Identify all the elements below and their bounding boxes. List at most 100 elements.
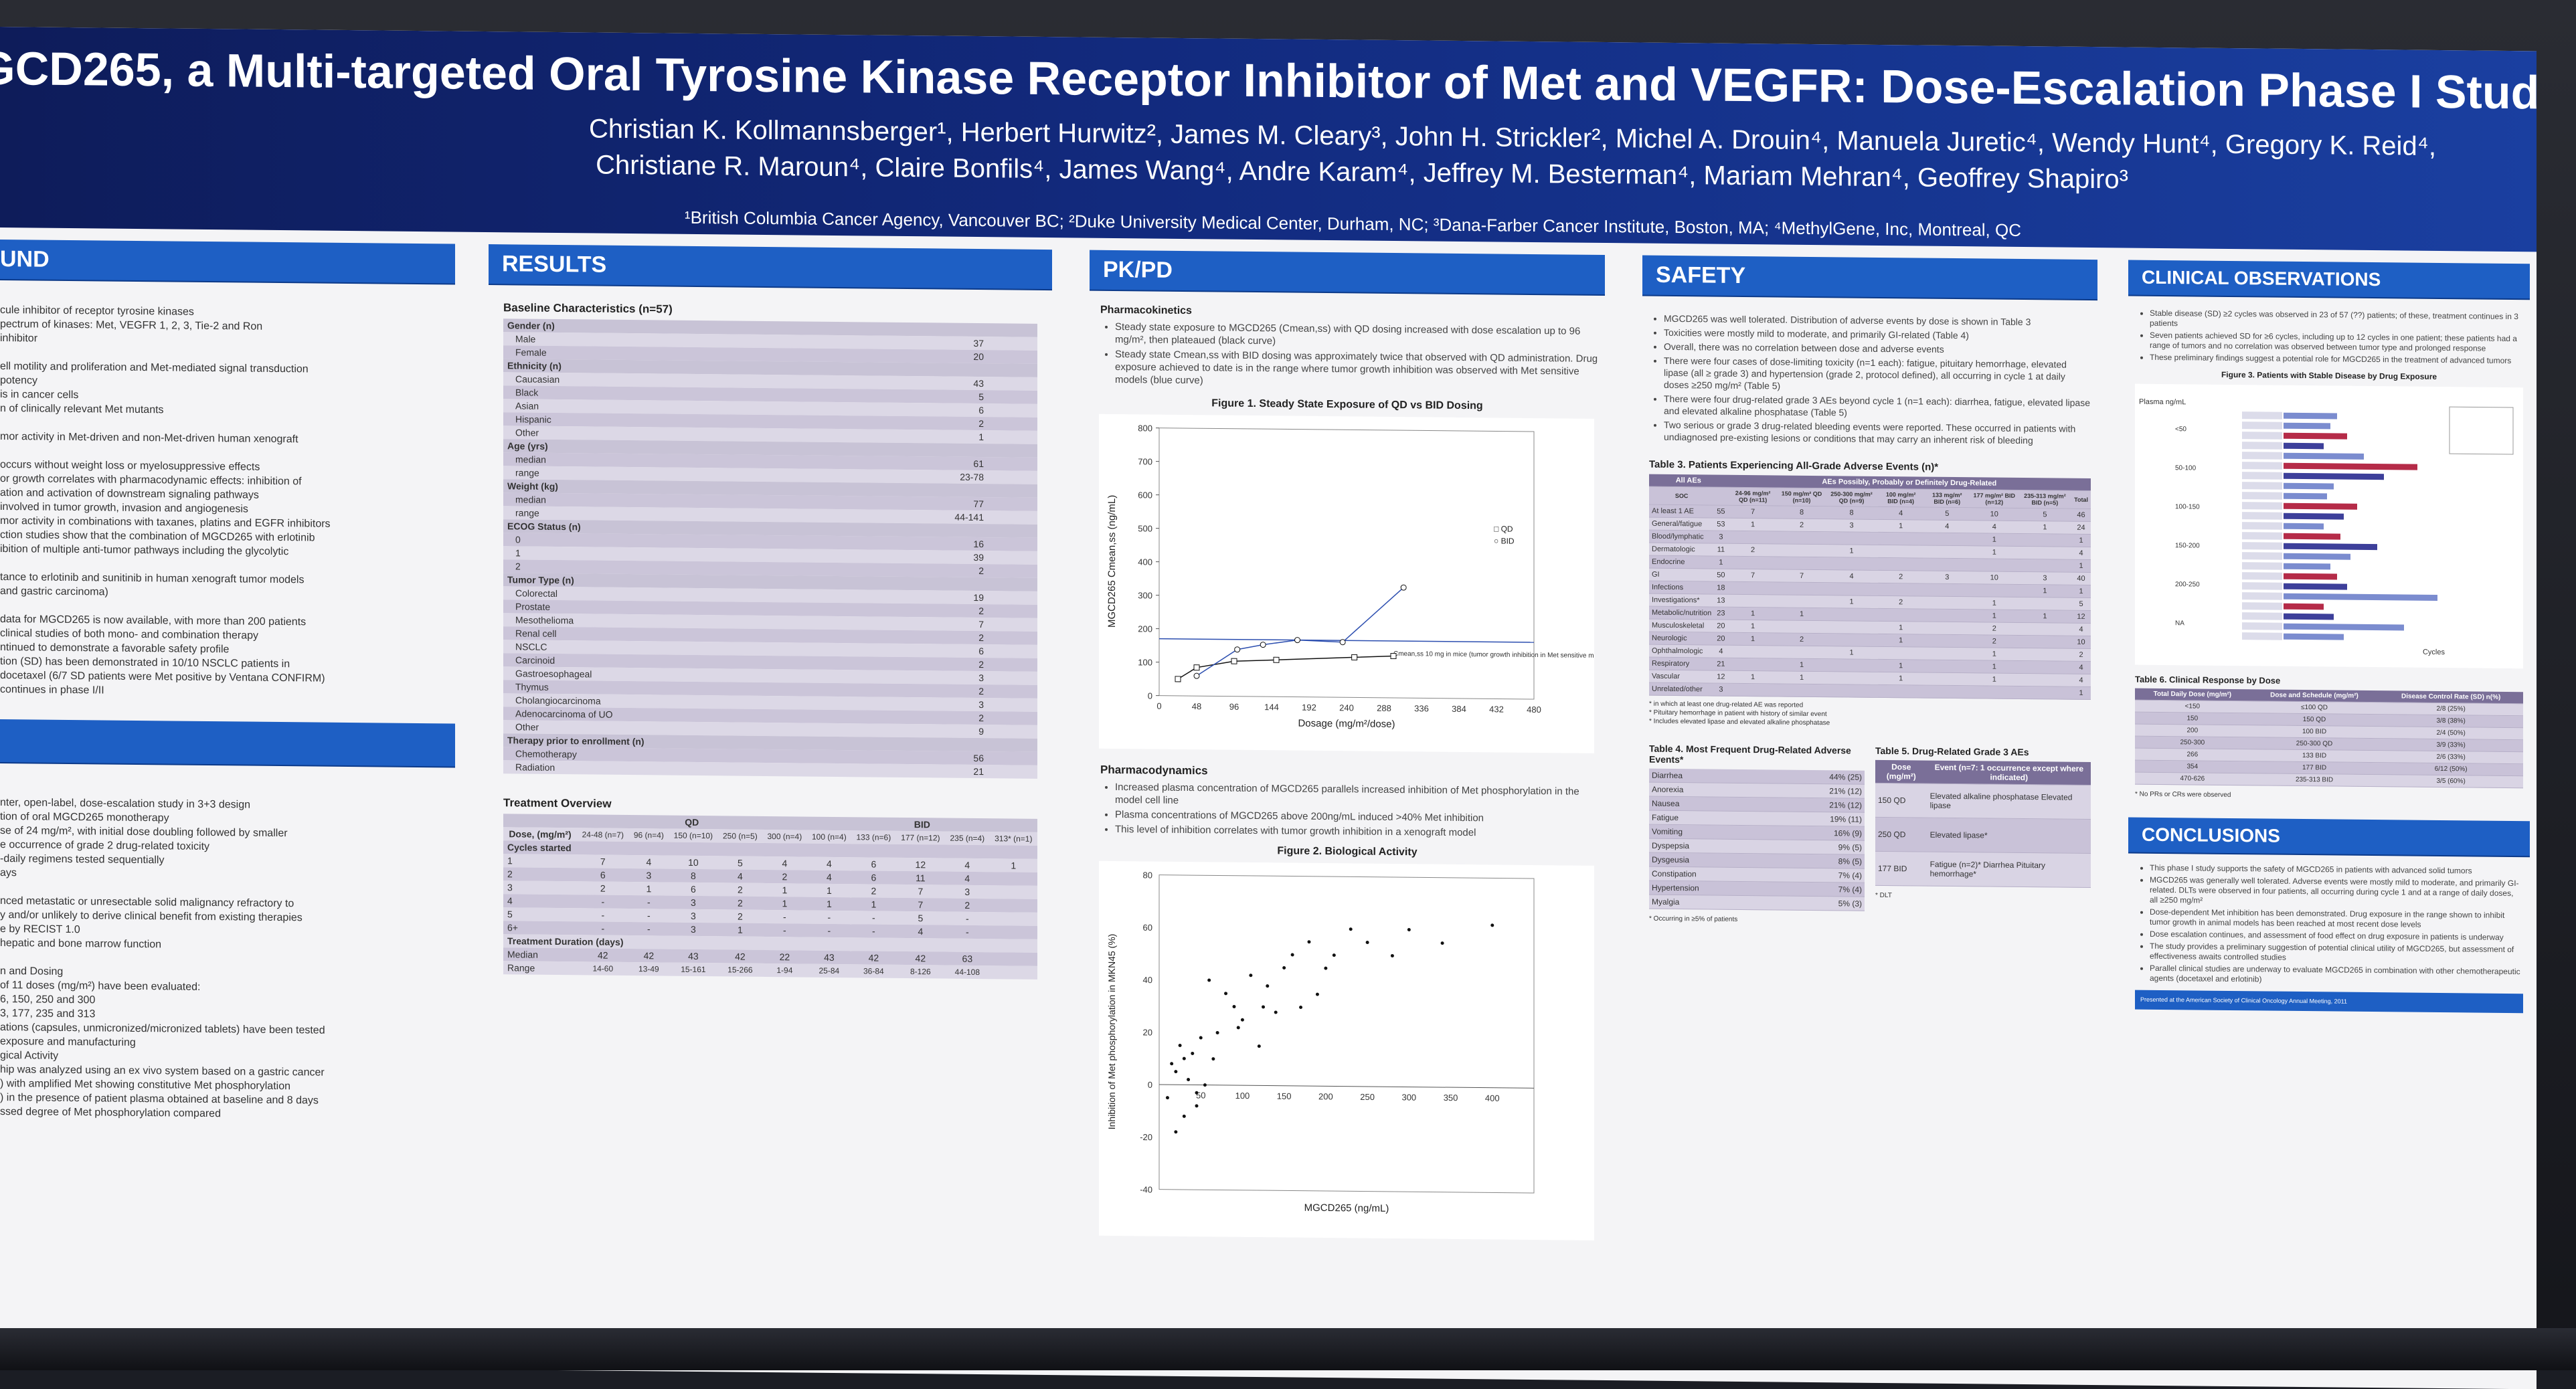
t3-cell: At least 1 AE xyxy=(1649,504,1714,518)
t3-cell: 1 xyxy=(2071,686,2091,699)
t3-cell: 10 xyxy=(2071,636,2091,648)
fig2-ytick-label: 20 xyxy=(1143,1027,1152,1037)
fig3-label-box xyxy=(2242,472,2282,480)
cycle-cell: 5 xyxy=(718,856,763,870)
fig2-point xyxy=(1166,1096,1169,1099)
fig2-ylabel: Inhibition of Met phosphorylation in MKN… xyxy=(1106,934,1117,1130)
cycle-cell: 2 xyxy=(718,883,763,897)
t3-cell xyxy=(1778,557,1826,570)
t3-cell: 2 xyxy=(1778,633,1826,646)
conclusion-bullet: The study provides a preliminary suggest… xyxy=(2150,941,2523,965)
baseline-value: 19 xyxy=(837,589,1037,605)
conclusion-bullet: Dose escalation continues, and assessmen… xyxy=(2150,929,2523,943)
cycle-cell: 1 xyxy=(851,897,896,911)
t3-cell: 2 xyxy=(1970,635,2019,648)
cycle-cell: 4 xyxy=(629,855,669,869)
t3-cell: 55 xyxy=(1714,505,1727,518)
t3-cell xyxy=(1878,646,1924,660)
fig3-label-box xyxy=(2242,482,2282,490)
fig3-label-box xyxy=(2242,442,2282,450)
dose-cell: 133 (n=6) xyxy=(851,830,896,844)
fig2-point xyxy=(1258,1044,1261,1048)
fig2-point xyxy=(1203,1083,1207,1087)
fig2-xtick-label: 200 xyxy=(1318,1091,1333,1101)
t6-cell: 266 xyxy=(2135,748,2250,761)
t3-cell: 1 xyxy=(1728,607,1778,620)
t3-cell: 1 xyxy=(1878,672,1924,685)
t6-cell: 150 xyxy=(2135,712,2250,725)
baseline-value: 2 xyxy=(837,603,1037,618)
background-column: UND cule inhibitor of receptor tyrosine … xyxy=(0,240,455,1382)
t5-cell: 250 QD xyxy=(1875,817,1927,852)
fig2-ytick-label: 0 xyxy=(1148,1080,1152,1090)
fig1-point-bid xyxy=(1401,585,1406,590)
fig1-xtick-label: 480 xyxy=(1527,705,1541,715)
cycle-cell: - xyxy=(807,924,852,938)
clinical-bullet: Stable disease (SD) ≥2 cycles was observ… xyxy=(2150,308,2523,332)
t4-cell: Anorexia xyxy=(1649,782,1774,798)
t3-cell: 5 xyxy=(1924,507,1970,521)
baseline-value: 2 xyxy=(837,710,1037,725)
fig3-group-label: 50-100 xyxy=(2175,464,2197,472)
t4-cell: Dyspepsia xyxy=(1649,838,1774,854)
dose-label: Dose, (mg/m²) xyxy=(503,827,577,841)
fig1-point-bid xyxy=(1260,642,1266,648)
t4-cell: 16% (9) xyxy=(1774,826,1865,840)
t4-cell: Myalgia xyxy=(1649,895,1774,910)
t3-cell: 1 xyxy=(1778,608,1826,621)
t3-cell: 1 xyxy=(2019,610,2071,623)
t6-cell: 200 xyxy=(2135,724,2250,737)
cycle-number: 1 xyxy=(503,854,577,868)
t6-cell: <150 xyxy=(2135,700,2250,713)
cycle-cell: 2 xyxy=(718,896,763,910)
t6-cell: 250-300 QD xyxy=(2250,737,2379,751)
fig2-point xyxy=(1308,940,1311,943)
median-cell: 43 xyxy=(669,949,717,963)
fig1-xtick-label: 336 xyxy=(1414,703,1429,713)
cycle-cell: 4 xyxy=(945,858,990,872)
dose-cell: 250 (n=5) xyxy=(718,829,763,843)
fig2-ytick-label: 60 xyxy=(1143,923,1152,933)
fig2-point xyxy=(1291,953,1294,957)
cycle-cell xyxy=(990,899,1037,913)
t6-cell: 2/6 (33%) xyxy=(2379,751,2523,764)
t3-cell: GI xyxy=(1649,568,1714,581)
fig1-ytick-label: 200 xyxy=(1138,624,1152,634)
t4-cell: 21% (12) xyxy=(1774,798,1865,812)
fig2-xtick-label: 300 xyxy=(1401,1092,1416,1102)
range-cell: 1-94 xyxy=(762,963,807,978)
t3-cell: 1 xyxy=(1970,673,2019,686)
median-label: Median xyxy=(503,947,577,961)
fig1-legend-entry: □ QD xyxy=(1494,524,1513,533)
t3-cell: 8 xyxy=(1778,506,1826,519)
fig2-point xyxy=(1249,974,1252,977)
t3-cell: 3 xyxy=(1924,571,1970,584)
research-poster: MGCD265, a Multi-targeted Oral Tyrosine … xyxy=(0,27,2537,1389)
fig1-point-qd xyxy=(1391,653,1396,658)
t6-cell: 6/12 (50%) xyxy=(2379,763,2523,776)
cycle-cell: - xyxy=(577,908,629,922)
cycle-cell: 12 xyxy=(896,858,945,872)
t3-cell: 11 xyxy=(1714,543,1727,556)
t3-cell xyxy=(1924,660,1970,673)
cycle-cell: - xyxy=(945,925,990,939)
t5-note: * DLT xyxy=(1875,889,2091,905)
fig1-point-qd xyxy=(1274,657,1279,662)
cycle-cell: 1 xyxy=(762,883,807,897)
fig1-xtick-label: 144 xyxy=(1264,702,1279,712)
cycle-number: 2 xyxy=(503,867,577,881)
fig3-bar xyxy=(2284,443,2324,450)
fig1-point-bid xyxy=(1295,638,1300,643)
t3-head-all: All AEs xyxy=(1649,474,1728,488)
fig1-xlabel: Dosage (mg/m²/dose) xyxy=(1298,718,1395,730)
fig2-point xyxy=(1199,1036,1203,1040)
t6-cell: 3/5 (60%) xyxy=(2379,775,2523,788)
clinical-response-table: Total Daily Dose (mg/m²)Dose and Schedul… xyxy=(2135,688,2523,789)
cycle-number: 3 xyxy=(503,881,577,895)
t3-cell xyxy=(1878,684,1924,698)
t4-t5-row: Table 4. Most Frequent Drug-Related Adve… xyxy=(1649,737,2091,930)
cycle-cell: - xyxy=(807,911,852,925)
t6-header: Dose and Schedule (mg/m²) xyxy=(2250,689,2379,702)
fig2-xtick-label: 150 xyxy=(1277,1091,1292,1101)
